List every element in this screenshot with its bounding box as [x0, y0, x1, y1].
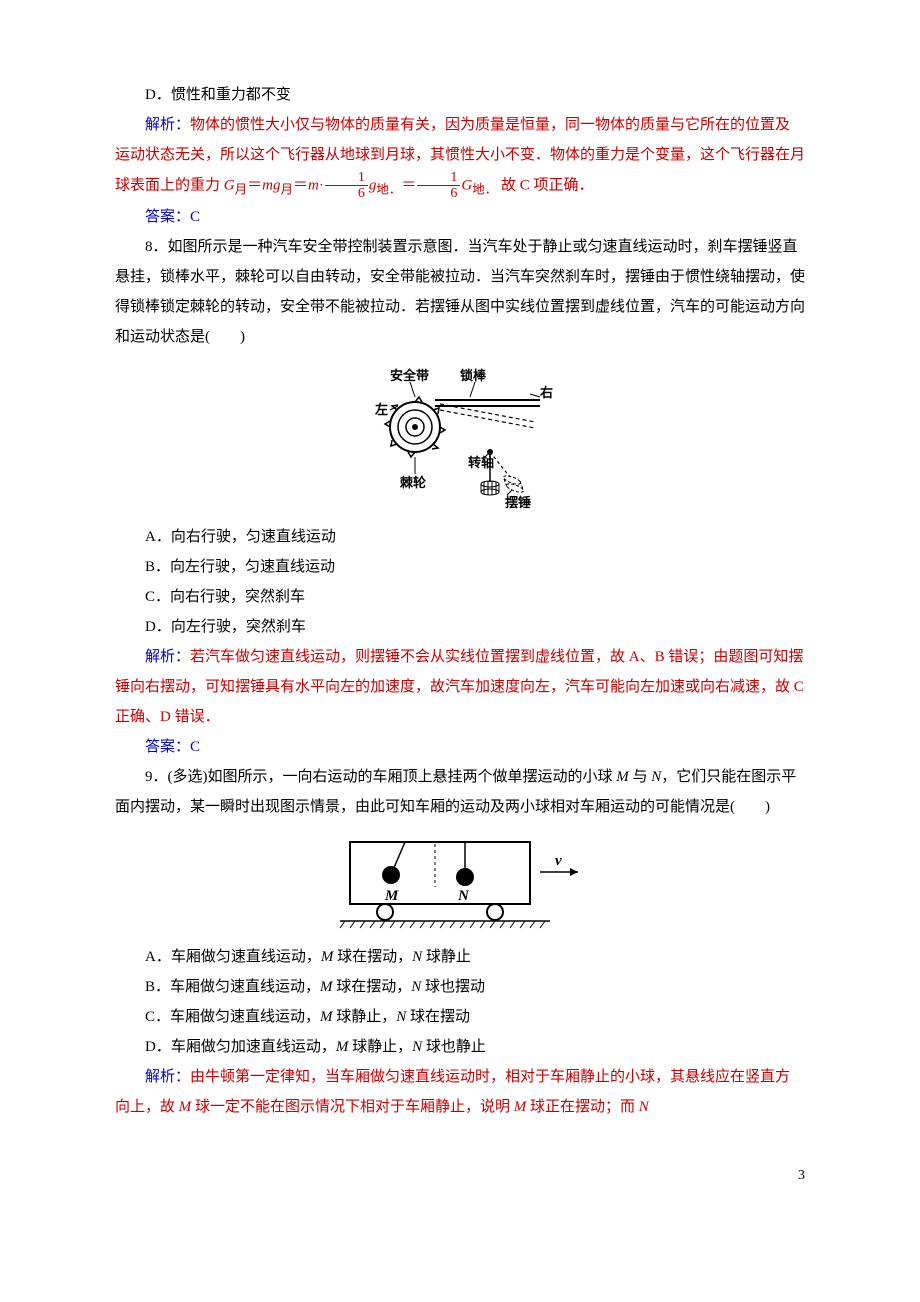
analysis-label: 解析： — [145, 649, 190, 665]
var-m: m — [262, 177, 273, 193]
var-G: G — [224, 177, 235, 193]
label-v: v — [555, 853, 562, 869]
q9-option-a: A．车厢做匀速直线运动，M 球在摆动，N 球静止 — [115, 942, 805, 972]
q9-stem: 9．(多选)如图所示，一向右运动的车厢顶上悬挂两个做单摆运动的小球 M 与 N，… — [115, 762, 805, 822]
q8-answer: 答案：C — [115, 732, 805, 762]
answer-value: C — [190, 739, 200, 755]
var-N: N — [651, 769, 661, 785]
carriage-diagram-svg: M N v — [330, 832, 590, 932]
label-N: N — [457, 888, 470, 904]
label-right: 右 — [539, 385, 553, 400]
label-belt: 安全带 — [390, 368, 429, 383]
and: 与 — [629, 769, 652, 785]
analysis-label: 解析： — [145, 1069, 190, 1085]
q9-figure: M N v — [115, 832, 805, 932]
q8-option-b: B．向左行驶，匀速直线运动 — [115, 552, 805, 582]
sub-earth: 地． — [376, 182, 401, 196]
q9-option-c: C．车厢做匀速直线运动，M 球静止，N 球在摆动 — [115, 1002, 805, 1032]
q8-analysis: 解析：若汽车做匀速直线运动，则摆锤不会从实线位置摆到虚线位置，故 A、B 错误；… — [115, 642, 805, 732]
q9-analysis: 解析：由牛顿第一定律知，当车厢做匀速直线运动时，相对于车厢静止的小球，其悬线应在… — [115, 1062, 805, 1122]
var-m2: m — [308, 177, 319, 193]
q7-analysis: 解析：物体的惯性大小仅与物体的质量有关，因为质量是恒量，同一物体的质量与它所在的… — [115, 110, 805, 202]
fraction-1: 16 — [325, 170, 368, 202]
q8-option-c: C．向右行驶，突然刹车 — [115, 582, 805, 612]
q8-figure: 安全带 锁棒 左 右 棘轮 转轴 摆锤 — [115, 362, 805, 512]
q7-analysis-text-2: 故 C 项正确． — [497, 177, 593, 193]
q8-option-a: A．向右行驶，匀速直线运动 — [115, 522, 805, 552]
label-M: M — [384, 888, 399, 904]
label-pendulum: 摆锤 — [505, 495, 531, 510]
sub-earth2: 地． — [472, 182, 497, 196]
dot: · — [319, 177, 324, 193]
sub-moon: 月 — [235, 182, 248, 196]
q9-option-d: D．车厢做匀加速直线运动，M 球静止，N 球也静止 — [115, 1032, 805, 1062]
label-ratchet: 棘轮 — [400, 475, 426, 490]
label-lock: 锁棒 — [460, 368, 487, 383]
seatbelt-diagram-svg: 安全带 锁棒 左 右 棘轮 转轴 摆锤 — [340, 362, 580, 512]
q8-stem: 8．如图所示是一种汽车安全带控制装置示意图．当汽车处于静止或匀速直线运动时，刹车… — [115, 232, 805, 352]
answer-label: 答案： — [145, 739, 190, 755]
answer-value: C — [190, 209, 200, 225]
fraction-2: 16 — [417, 170, 460, 202]
page-number: 3 — [115, 1162, 805, 1190]
q8-option-d: D．向左行驶，突然刹车 — [115, 612, 805, 642]
sub-moon2: 月 — [280, 182, 293, 196]
q9-analysis-text: 由牛顿第一定律知，当车厢做匀速直线运动时，相对于车厢静止的小球，其悬线应在竖直方… — [115, 1069, 790, 1115]
q7-answer: 答案：C — [115, 202, 805, 232]
q8-analysis-text: 若汽车做匀速直线运动，则摆锤不会从实线位置摆到虚线位置，故 A、B 错误；由题图… — [115, 649, 804, 725]
q9-stem-pre: 9．(多选)如图所示，一向右运动的车厢顶上悬挂两个做单摆运动的小球 — [145, 769, 616, 785]
label-left: 左 — [375, 402, 388, 417]
eq2: ＝ — [293, 177, 308, 193]
answer-label: 答案： — [145, 209, 190, 225]
eq3: ＝ — [401, 177, 416, 193]
document-page: D．惯性和重力都不变 解析：物体的惯性大小仅与物体的质量有关，因为质量是恒量，同… — [0, 0, 920, 1250]
var-G2: G — [461, 177, 472, 193]
analysis-label: 解析： — [145, 117, 190, 133]
var-M: M — [616, 769, 629, 785]
q9-option-b: B．车厢做匀速直线运动，M 球在摆动，N 球也摆动 — [115, 972, 805, 1002]
eq1: ＝ — [247, 177, 262, 193]
q7-option-d: D．惯性和重力都不变 — [115, 80, 805, 110]
